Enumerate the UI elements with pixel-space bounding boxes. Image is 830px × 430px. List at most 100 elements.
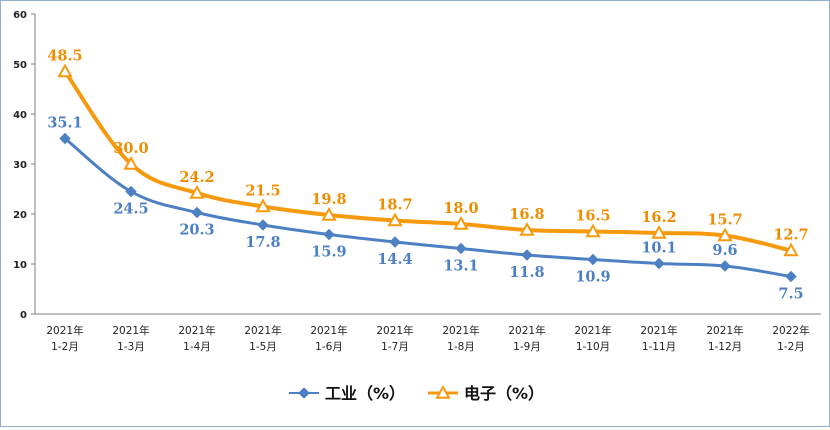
x-tick-label: 2021年 1-2月 [46,324,83,353]
y-tick-label: 0 [20,310,27,321]
industry-data-label: 10.1 [641,240,676,257]
data-labels: 35.1 24.5 20.3 17.8 15.9 14.4 13.1 11.8 10.9 10.1… [47,48,808,303]
x-tick-year: 2021年 [640,324,677,337]
x-tick-label: 2021年 1-9月 [508,324,545,353]
x-tick-year: 2021年 [244,324,281,337]
x-tick-label: 2022年 1-2月 [772,324,809,353]
x-tick-year: 2021年 [376,324,413,337]
industry-point-marker [521,249,533,261]
electronics-point-marker [651,224,667,239]
x-tick-year: 2021年 [112,324,149,337]
x-tick-period: 1-7月 [381,341,409,353]
industry-data-label: 24.5 [113,201,148,218]
electronics-data-label: 24.2 [179,169,214,186]
industry-point-marker [785,270,797,283]
x-tick-period: 1-12月 [708,341,742,353]
x-tick-period: 1-11月 [642,341,676,353]
industry-point-marker [719,260,731,272]
y-tick-label: 30 [13,160,27,171]
electronics-data-label: 16.2 [641,209,676,226]
electronics-data-label: 15.7 [707,212,742,229]
electronics-data-label: 16.8 [509,206,544,223]
industry-point-marker [125,185,137,198]
industry-point-marker [455,242,467,255]
y-tick-label: 40 [13,110,27,121]
x-tick-year: 2021年 [706,324,743,337]
industry-data-label: 15.9 [311,244,346,261]
series-markers [57,63,799,283]
electronics-point-marker [585,223,601,238]
y-tick-label: 50 [13,60,27,71]
electronics-series-line [63,70,792,253]
electronics-data-label: 12.7 [773,227,808,244]
industry-point-marker [389,236,401,248]
electronics-point-marker [519,221,535,236]
x-tick-period: 1-6月 [315,341,343,353]
axes: 0 10 20 30 40 50 60 2021年 1-2月 2021年 1-3月 2021年 1-4月… [13,10,821,353]
x-tick-label: 2021年 1-12月 [706,324,743,353]
industry-point-marker [587,253,599,266]
industry-data-label: 17.8 [245,234,280,251]
industry-series-line [64,137,792,278]
x-tick-year: 2021年 [310,324,347,337]
electronics-point-marker [123,155,139,170]
electronics-legend-label: 电子（%） [464,384,544,403]
x-tick-period: 1-2月 [51,341,79,353]
industry-data-label: 13.1 [443,258,478,275]
x-tick-label: 2021年 1-10月 [574,324,611,353]
x-tick-year: 2021年 [442,324,479,337]
x-tick-period: 1-3月 [117,341,145,353]
industry-point-marker [653,257,665,270]
electronics-data-label: 48.5 [47,48,82,65]
x-tick-period: 1-4月 [183,341,211,353]
x-tick-period: 1-5月 [249,341,277,353]
x-tick-label: 2021年 1-6月 [310,324,347,353]
x-tick-label: 2021年 1-7月 [376,324,413,353]
y-tick-label: 60 [13,10,27,21]
industry-data-label: 9.6 [712,242,737,259]
industry-point-marker [323,228,335,241]
electronics-data-label: 19.8 [311,191,346,208]
x-tick-period: 1-9月 [513,341,541,353]
electronics-point-marker [783,242,799,257]
x-tick-label: 2021年 1-3月 [112,324,149,353]
electronics-data-label: 30.0 [113,140,148,157]
y-tick-label: 10 [13,260,27,271]
industry-data-label: 14.4 [377,251,412,268]
x-tick-period: 1-2月 [777,341,805,353]
electronics-data-label: 18.7 [377,197,412,214]
x-tick-year: 2021年 [46,324,83,337]
x-tick-year: 2021年 [178,324,215,337]
x-tick-year: 2022年 [772,324,809,337]
electronics-point-marker [387,212,403,227]
electronics-legend-marker [435,384,451,399]
y-tick-label: 20 [13,210,27,221]
industry-legend-marker [298,387,310,399]
x-tick-label: 2021年 1-11月 [640,324,677,353]
industry-data-label: 11.8 [509,264,544,281]
industry-point-marker [59,132,71,145]
electronics-data-label: 16.5 [575,208,610,225]
industry-point-marker [191,206,203,219]
electronics-point-marker [57,63,73,78]
electronics-point-marker [255,198,271,213]
industry-legend-label: 工业（%） [325,384,405,403]
x-tick-label: 2021年 1-4月 [178,324,215,353]
industry-point-marker [257,219,269,231]
x-tick-year: 2021年 [508,324,545,337]
series-lines [63,70,792,278]
electronics-point-marker [717,227,733,242]
electronics-point-marker [189,184,205,199]
x-tick-year: 2021年 [574,324,611,337]
x-tick-period: 1-8月 [447,341,475,353]
x-tick-label: 2021年 1-8月 [442,324,479,353]
industry-data-label: 35.1 [47,115,82,132]
legend: 工业（%） 电子（%） [289,384,544,403]
x-tick-label: 2021年 1-5月 [244,324,281,353]
electronics-data-label: 18.0 [443,200,478,217]
electronics-point-marker [453,215,469,230]
x-tick-period: 1-10月 [576,341,610,353]
industry-data-label: 7.5 [778,286,803,303]
